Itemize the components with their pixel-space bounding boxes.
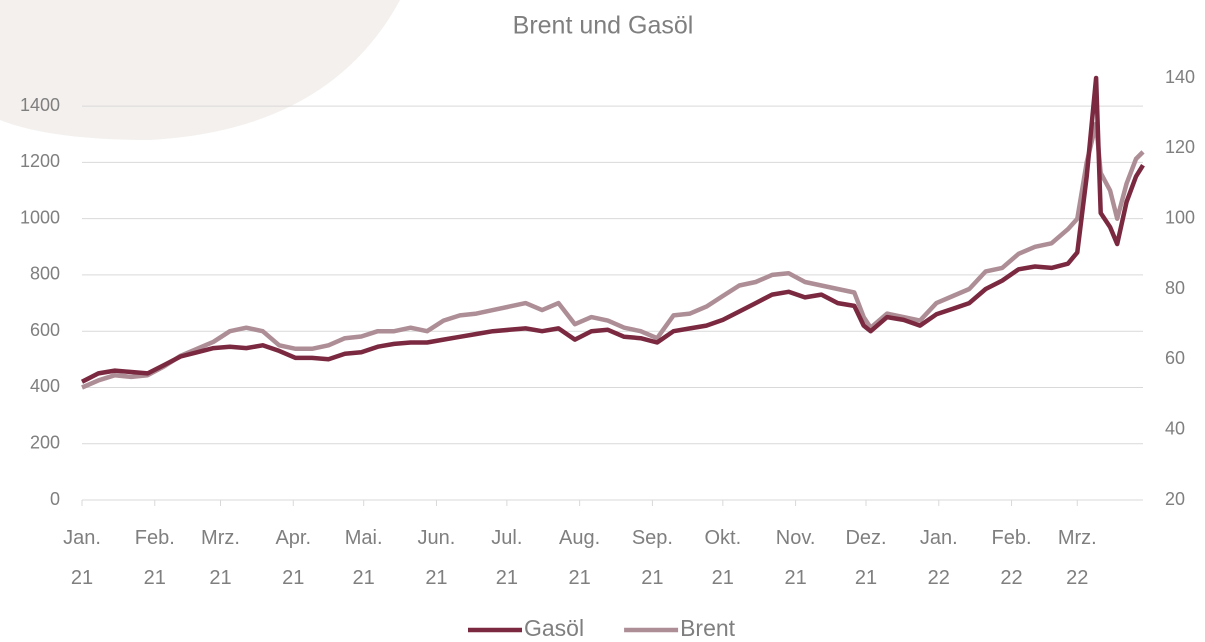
y-tick-label: 1200 bbox=[20, 151, 60, 171]
x-tick-label: Feb. 21 bbox=[134, 527, 175, 589]
y2-tick-label: 80 bbox=[1165, 278, 1185, 298]
x-tick-label: Jan. 22 bbox=[919, 527, 958, 589]
x-tick-label: Aug. 21 bbox=[559, 527, 601, 589]
y-tick-label: 1000 bbox=[20, 207, 60, 227]
x-tick-label: Nov. 21 bbox=[775, 527, 816, 589]
y2-tick-label: 60 bbox=[1165, 348, 1185, 368]
y-tick-label: 0 bbox=[50, 489, 60, 509]
x-tick-label: Apr. 21 bbox=[275, 527, 312, 589]
x-tick-label: Sep. 21 bbox=[631, 527, 673, 589]
legend-label: Gasöl bbox=[524, 615, 584, 641]
y-tick-label: 800 bbox=[30, 264, 60, 284]
x-tick-label: Jan. 21 bbox=[63, 527, 101, 589]
series-line bbox=[80, 75, 1145, 384]
x-tick-label: Okt. 21 bbox=[704, 527, 742, 589]
y-tick-label: 1400 bbox=[20, 95, 60, 115]
y2-tick-label: 140 bbox=[1165, 67, 1195, 87]
chart-title: Brent und Gasöl bbox=[513, 12, 694, 40]
x-tick-label: Jul. 21 bbox=[491, 527, 523, 589]
y-tick-label: 400 bbox=[30, 376, 60, 396]
series-line bbox=[81, 121, 1145, 390]
x-tick-label: Mrz. 21 bbox=[201, 527, 240, 589]
legend-label: Brent bbox=[680, 615, 736, 641]
y-tick-label: 600 bbox=[30, 320, 60, 340]
y2-tick-label: 40 bbox=[1165, 418, 1185, 438]
x-tick-label: Mai. 21 bbox=[344, 527, 383, 589]
x-tick-label: Jun. 21 bbox=[417, 527, 456, 589]
y-tick-label: 200 bbox=[30, 432, 60, 452]
x-tick-label: Mrz. 22 bbox=[1057, 527, 1097, 589]
x-tick-label: Dez. 21 bbox=[845, 527, 887, 589]
x-tick-label: Feb. 22 bbox=[991, 527, 1032, 589]
background-shape bbox=[0, 0, 400, 140]
y2-tick-label: 100 bbox=[1165, 207, 1195, 227]
y2-tick-label: 20 bbox=[1165, 489, 1185, 509]
y2-tick-label: 120 bbox=[1165, 137, 1195, 157]
